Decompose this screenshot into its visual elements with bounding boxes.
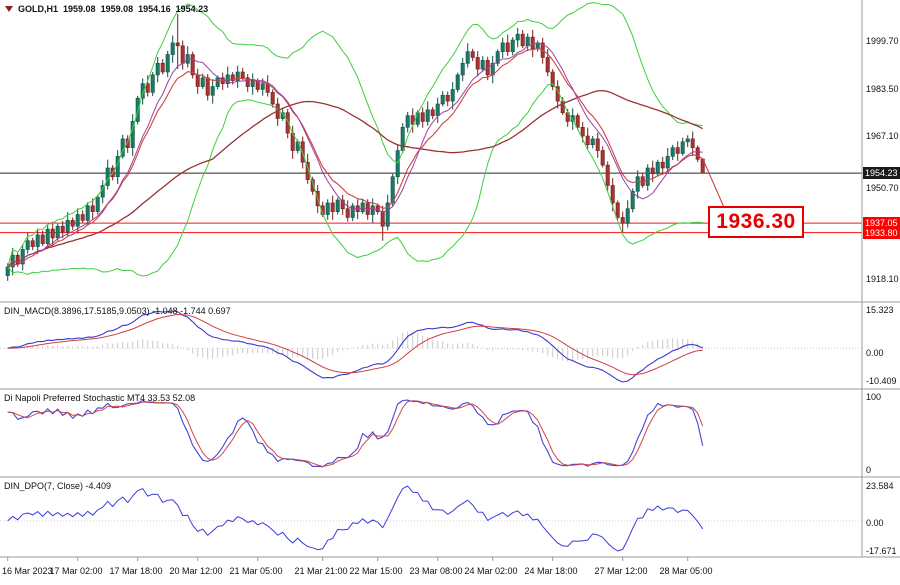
- time-axis-label: 27 Mar 12:00: [594, 566, 648, 576]
- ohlc-low: 1954.16: [138, 4, 171, 14]
- time-axis-label: 21 Mar 21:00: [294, 566, 348, 576]
- ohlc-high: 1959.08: [100, 4, 134, 14]
- indicator-scale-label: 0.00: [866, 518, 884, 528]
- indicator-scale-label: 100: [866, 392, 882, 402]
- time-axis-label: 24 Mar 18:00: [524, 566, 578, 576]
- price-scale-label: 1950.70: [866, 182, 899, 193]
- stochastic-indicator-label: Di Napoli Preferred Stochastic MT4 33.53…: [4, 393, 196, 403]
- indicator-scale-label: 15.323: [866, 305, 894, 315]
- platform-icon: [5, 6, 13, 12]
- time-axis-label: 17 Mar 02:00: [49, 566, 103, 576]
- indicator-scale-label: -10.409: [866, 376, 897, 386]
- ohlc-open: 1959.08: [63, 4, 96, 14]
- price-scale-label: 1918.10: [866, 273, 899, 284]
- price-scale-label: 1999.70: [866, 36, 899, 47]
- ohlc-close: 1954.23: [175, 4, 209, 14]
- time-axis-label: 16 Mar 2023: [2, 566, 53, 576]
- time-axis-label: 20 Mar 12:00: [169, 566, 223, 576]
- alert-price-box: 1933.80: [863, 226, 900, 239]
- time-axis-label: 22 Mar 15:00: [349, 566, 403, 576]
- time-axis-label: 17 Mar 18:00: [109, 566, 163, 576]
- symbol-timeframe: GOLD,H1: [18, 4, 59, 14]
- price-scale-label: 1983.50: [866, 83, 899, 94]
- alert-price-box: 1937.05: [863, 217, 900, 230]
- current-price-box: 1954.23: [863, 167, 900, 180]
- chart-info-bar: GOLD,H1 1959.08 1959.08 1954.16 1954.23: [5, 4, 208, 14]
- indicator-scale-label: 0.00: [866, 348, 884, 358]
- time-axis-label: 21 Mar 05:00: [229, 566, 283, 576]
- indicator-scale-label: 0: [866, 465, 872, 475]
- indicator-scale-label: -17.671: [866, 546, 897, 556]
- dpo-indicator-label: DIN_DPO(7, Close) -4.409: [4, 481, 112, 491]
- price-scale-label: 1967.10: [866, 131, 899, 142]
- price-alert-label[interactable]: 1936.30: [708, 206, 804, 238]
- indicator-scale-label: 23.584: [866, 481, 894, 491]
- time-axis-label: 24 Mar 02:00: [464, 566, 518, 576]
- time-axis-label: 23 Mar 08:00: [409, 566, 463, 576]
- macd-indicator-label: DIN_MACD(8.3896,17.5185,9.0503) -1.048 -…: [4, 306, 231, 316]
- time-axis-label: 28 Mar 05:00: [659, 566, 713, 576]
